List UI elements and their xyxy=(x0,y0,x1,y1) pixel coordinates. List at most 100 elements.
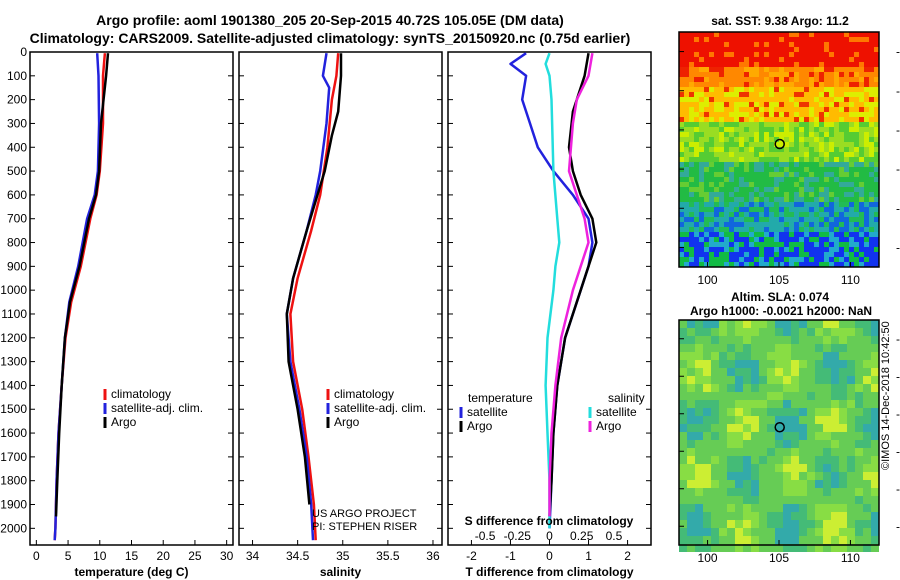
s-tick-label: -0.5 xyxy=(475,529,496,543)
legend-label: satellite-adj. clim. xyxy=(334,401,426,415)
y-tick-label: 300 xyxy=(7,116,27,130)
x-axis-label: T difference from climatology xyxy=(465,565,633,579)
series-line-s-argo xyxy=(548,52,594,517)
y-tick-label: -36 xyxy=(896,332,900,346)
y-tick-label: 1700 xyxy=(0,450,27,464)
legend-label: Argo xyxy=(596,419,622,433)
legend-label: satellite xyxy=(467,405,508,419)
s-tick-label: 0.25 xyxy=(570,529,594,543)
x-tick-label: 34 xyxy=(246,549,260,563)
x-tick-label: 100 xyxy=(698,551,718,565)
s-tick-label: 0 xyxy=(546,529,553,543)
s-tick-label: -0.25 xyxy=(504,529,532,543)
y-tick-label: 1500 xyxy=(0,402,27,416)
y-tick-label: -44 xyxy=(896,482,900,496)
pi-label: PI: STEPHEN RISER xyxy=(312,521,417,533)
y-tick-label: 1100 xyxy=(1,307,27,321)
y-tick-label: 100 xyxy=(7,69,27,83)
s-tick-label: 0.5 xyxy=(606,529,623,543)
x-tick-label: 34.5 xyxy=(286,549,310,563)
y-tick-label: 500 xyxy=(7,164,27,178)
y-tick-label: 400 xyxy=(7,140,27,154)
legend-label: Argo xyxy=(467,419,493,433)
legend-label: satellite xyxy=(596,405,637,419)
y-tick-label: 800 xyxy=(7,236,27,250)
series-line-s-satellite xyxy=(544,52,561,529)
x-tick-label: 110 xyxy=(841,273,860,287)
x-tick-label: -1 xyxy=(505,549,516,563)
project-label: US ARGO PROJECT xyxy=(312,508,417,520)
x-tick-label: 20 xyxy=(157,549,171,563)
y-tick-label: -36 xyxy=(896,45,900,59)
x-tick-label: 100 xyxy=(698,273,718,287)
legend-label: climatology xyxy=(334,387,394,401)
legend-label: Argo xyxy=(111,415,137,429)
legend-title-temperature: temperature xyxy=(468,391,533,405)
y-tick-label: -42 xyxy=(896,162,900,176)
series-line-t-argo xyxy=(548,52,598,517)
y-tick-label: 200 xyxy=(7,93,27,107)
legend-label: climatology xyxy=(111,387,171,401)
sla-map-subtitle: Argo h1000: -0.0021 h2000: NaN xyxy=(689,304,873,318)
sst-map-image xyxy=(679,32,879,267)
y-tick-label: 900 xyxy=(7,259,27,273)
y-tick-label: -38 xyxy=(896,84,900,98)
argo-position-marker xyxy=(774,138,785,150)
y-tick-label: 600 xyxy=(7,188,27,202)
plot-frame xyxy=(238,51,443,546)
legend-label: satellite-adj. clim. xyxy=(111,401,203,415)
x-tick-label: 105 xyxy=(769,273,789,287)
sla-map-image xyxy=(679,320,879,552)
x-tick-label: 2 xyxy=(624,549,631,563)
y-tick-label: -42 xyxy=(896,444,900,458)
chart-title-line1: Argo profile: aoml 1901380_205 20-Sep-20… xyxy=(96,12,564,28)
sla-map-panel: 100 105 110 -36 -38 -40 -42 -44 -46 xyxy=(678,319,900,565)
x-tick-label: -2 xyxy=(466,549,477,563)
x-tick-label: 30 xyxy=(220,549,234,563)
chart-title-line2: Climatology: CARS2009. Satellite-adjuste… xyxy=(29,30,631,46)
x-axis-label: salinity xyxy=(320,565,362,579)
y-tick-label: -46 xyxy=(896,519,900,533)
y-tick-label: -46 xyxy=(896,240,900,254)
y-tick-label: -38 xyxy=(896,369,900,383)
x-tick-label: 5 xyxy=(65,549,72,563)
y-tick-label: 1600 xyxy=(0,426,27,440)
x-tick-label: 36 xyxy=(426,549,440,563)
x-tick-label: 35 xyxy=(336,549,350,563)
y-tick-label: 2000 xyxy=(0,521,27,535)
sla-map-title: Altim. SLA: 0.074 xyxy=(730,290,830,304)
y-tick-label: 1800 xyxy=(0,474,27,488)
plot-frame xyxy=(29,51,234,546)
x-tick-label: 35.5 xyxy=(376,549,400,563)
legend-title-salinity: salinity xyxy=(608,391,645,405)
x-tick-label: 110 xyxy=(841,551,860,565)
y-tick-label: -44 xyxy=(896,201,900,215)
sst-map-panel: 100 105 110 -36 -38 -40 -42 -44 -46 xyxy=(678,31,900,287)
y-tick-label: 1900 xyxy=(0,498,27,512)
credit-label: ©IMOS 14-Dec-2018 10:42:50 xyxy=(880,321,892,470)
sst-map-title: sat. SST: 9.38 Argo: 11.2 xyxy=(711,14,849,28)
y-tick-label: 700 xyxy=(7,212,27,226)
series-line-argo xyxy=(54,53,110,517)
argo-position-marker xyxy=(774,422,785,433)
y-tick-label: -40 xyxy=(896,123,900,137)
legend-label: Argo xyxy=(334,415,360,429)
s-axis-label: S difference from climatology xyxy=(465,514,634,528)
y-tick-label: 1200 xyxy=(0,331,27,345)
salinity-panel: 34 34.5 35 35.5 36 salinity climatologysatelli… xyxy=(238,51,443,579)
y-tick-label: 1300 xyxy=(0,355,27,369)
x-tick-label: 25 xyxy=(188,549,202,563)
x-tick-label: 15 xyxy=(125,549,139,563)
series-line-argo xyxy=(285,53,343,505)
series-line-climatology xyxy=(289,53,340,541)
x-tick-label: 0 xyxy=(33,549,40,563)
x-tick-label: 1 xyxy=(585,549,592,563)
x-tick-label: 10 xyxy=(93,549,107,563)
y-tick-label: 1000 xyxy=(0,283,27,297)
y-tick-label: 0 xyxy=(20,45,27,59)
difference-panel: -2 -1 0 1 2 T difference from climatology temp… xyxy=(447,51,652,579)
y-tick-label: -40 xyxy=(896,407,900,421)
x-tick-label: 105 xyxy=(769,551,789,565)
temperature-panel: 0100200300400500600700800900100011001200… xyxy=(0,45,234,579)
